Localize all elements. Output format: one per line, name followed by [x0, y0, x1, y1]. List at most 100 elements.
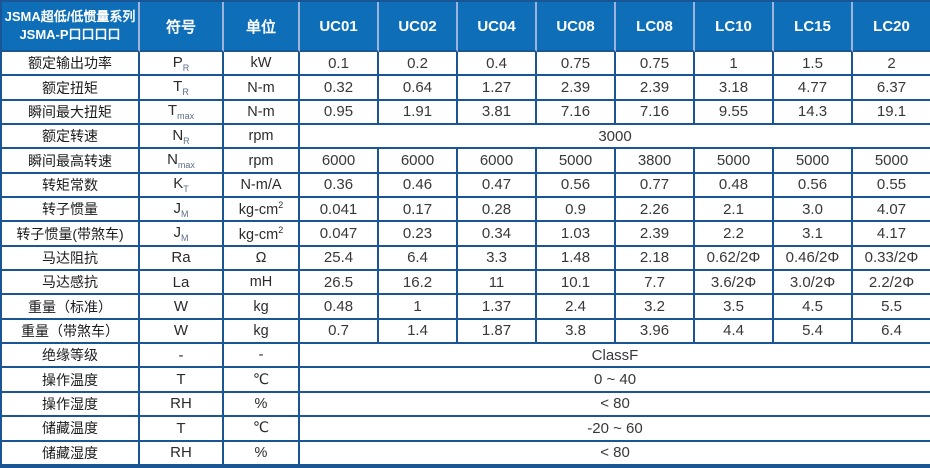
model-column-header: LC15: [774, 2, 853, 52]
unit-cell: kg-cm2: [224, 198, 300, 223]
value-cell: 3.0: [774, 198, 853, 223]
symbol-cell: T: [140, 368, 224, 393]
symbol-cell: PR: [140, 52, 224, 77]
value-cell: 4.07: [853, 198, 930, 223]
unit-cell: Ω: [224, 246, 300, 272]
value-cell: 3.18: [695, 76, 774, 101]
symbol-text: T: [176, 419, 186, 437]
value-cell: 14.3: [774, 100, 853, 126]
unit-text: kg-cm: [238, 202, 279, 219]
row-label: 转矩常数: [2, 173, 140, 199]
merged-value-cell: -20 ~ 60: [300, 417, 930, 442]
spec-table-body: 额定输出功率 PR kW 0.1 0.2 0.4 0.75 0.75 1 1.5 2 额定扭矩 TR N-…: [2, 52, 930, 466]
unit-cell: ℃: [224, 368, 300, 393]
value-cell: 1.03: [537, 222, 616, 247]
value-cell: 2.39: [537, 76, 616, 101]
spec-row: 转矩常数 KT N-m/A 0.36 0.46 0.47 0.56 0.77 0.48 0.56 0…: [2, 173, 930, 199]
row-label: 额定转速: [2, 125, 140, 150]
row-label: 马达阻抗: [2, 246, 140, 272]
unit-cell: -: [224, 344, 300, 369]
value-cell: 3.81: [458, 100, 537, 126]
row-label: 绝缘等级: [2, 344, 140, 369]
row-label: 额定扭矩: [2, 76, 140, 101]
symbol-cell: KT: [140, 173, 224, 199]
unit-text: N-m: [247, 79, 275, 96]
unit-text: ℃: [252, 420, 270, 437]
value-cell: 6.4: [379, 246, 458, 272]
value-cell: 0.62/2Φ: [695, 246, 774, 272]
symbol-subscript: max: [177, 111, 195, 122]
symbol-subscript: M: [181, 233, 189, 244]
symbol-cell: W: [140, 319, 224, 345]
value-cell: 0.47: [458, 173, 537, 199]
value-cell: 7.16: [616, 100, 695, 126]
value-cell: 0.2: [379, 52, 458, 77]
value-cell: 5000: [537, 149, 616, 174]
spec-row: 操作湿度 RH% < 80: [2, 392, 930, 418]
value-cell: 25.4: [300, 246, 379, 272]
symbol-cell: RH: [140, 392, 224, 418]
value-cell: 1: [695, 52, 774, 77]
spec-row: 瞬间最高转速 Nmax rpm 6000 6000 6000 5000 3800 5000 500…: [2, 149, 930, 174]
row-label: 瞬间最高转速: [2, 149, 140, 174]
value-cell: 5000: [774, 149, 853, 174]
unit-cell: %: [224, 392, 300, 418]
symbol-text: N: [167, 151, 178, 169]
value-cell: 0.28: [458, 198, 537, 223]
spec-row: 额定转速 NR rpm 3000: [2, 125, 930, 150]
value-cell: 0.047: [300, 222, 379, 247]
unit-text: -: [258, 347, 264, 364]
value-cell: 6000: [379, 149, 458, 174]
symbol-cell: TR: [140, 76, 224, 101]
value-cell: 1.48: [537, 246, 616, 272]
unit-cell: N-m: [224, 100, 300, 126]
value-cell: 0.75: [616, 52, 695, 77]
merged-value-cell: 3000: [300, 125, 930, 150]
value-cell: 0.95: [300, 100, 379, 126]
merged-value-cell: < 80: [300, 392, 930, 418]
value-cell: 5000: [695, 149, 774, 174]
value-cell: 2.2/2Φ: [853, 271, 930, 296]
series-title: JSMA超低/低惯量系列 JSMA-P口口口口: [2, 2, 140, 52]
value-cell: 10.1: [537, 271, 616, 296]
value-cell: 26.5: [300, 271, 379, 296]
value-cell: 0.48: [300, 295, 379, 320]
unit-superscript: 2: [278, 200, 284, 211]
symbol-subscript: R: [182, 87, 189, 98]
model-column-header: UC02: [379, 2, 458, 52]
row-label: 储藏温度: [2, 417, 140, 442]
value-cell: 0.1: [300, 52, 379, 77]
unit-text: ℃: [252, 371, 270, 388]
symbol-cell: RH: [140, 441, 224, 466]
value-cell: 0.56: [774, 173, 853, 199]
symbol-subscript: max: [177, 160, 195, 171]
value-cell: 6.37: [853, 76, 930, 101]
value-cell: 19.1: [853, 100, 930, 126]
spec-row: 绝缘等级 - - ClassF: [2, 344, 930, 369]
symbol-cell: T: [140, 417, 224, 442]
symbol-column-header: 符号: [140, 2, 224, 52]
merged-value-cell: ClassF: [300, 344, 930, 369]
unit-text: %: [254, 395, 268, 412]
unit-cell: ℃: [224, 417, 300, 442]
unit-cell: mH: [224, 271, 300, 296]
series-title-line1: JSMA超低/低惯量系列: [4, 9, 136, 25]
symbol-cell: -: [140, 344, 224, 369]
model-column-header: LC20: [853, 2, 930, 52]
value-cell: 3.0/2Φ: [774, 271, 853, 296]
symbol-text: N: [172, 126, 184, 144]
value-cell: 5.5: [853, 295, 930, 320]
unit-cell: N-m: [224, 76, 300, 101]
value-cell: 6000: [300, 149, 379, 174]
unit-cell: kW: [224, 52, 300, 77]
value-cell: 1.5: [774, 52, 853, 77]
value-cell: 5.4: [774, 319, 853, 345]
spec-row: 转子惯量 JM kg-cm2 0.041 0.17 0.28 0.9 2.26 2.1 3.0 4.…: [2, 198, 930, 223]
value-cell: 5000: [853, 149, 930, 174]
unit-text: kg: [253, 322, 269, 339]
symbol-subscript: R: [182, 62, 190, 73]
merged-value-cell: < 80: [300, 441, 930, 466]
model-column-header: UC08: [537, 2, 616, 52]
model-column-header: UC04: [458, 2, 537, 52]
